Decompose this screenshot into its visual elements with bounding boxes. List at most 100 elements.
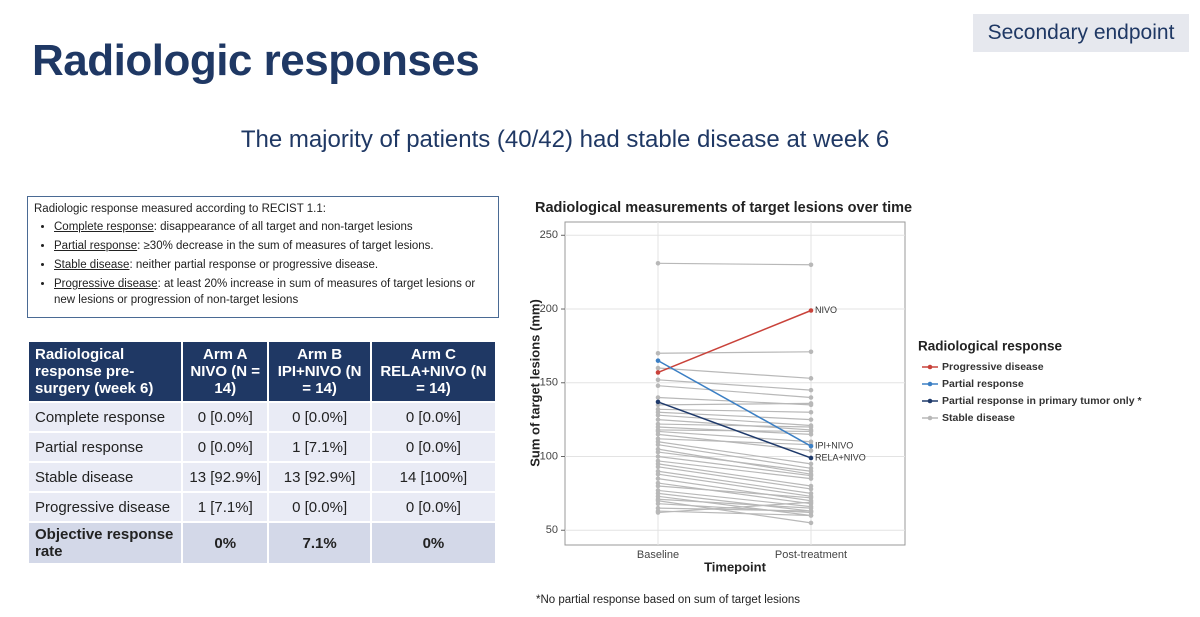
point bbox=[808, 476, 814, 481]
point bbox=[655, 480, 661, 486]
point bbox=[655, 442, 661, 448]
table-cell: 13 [92.9%] bbox=[181, 461, 270, 493]
response-line bbox=[657, 492, 812, 512]
y-tick-label: 200 bbox=[540, 303, 558, 315]
point bbox=[655, 494, 661, 499]
response-line bbox=[657, 473, 812, 497]
response-line bbox=[657, 444, 812, 469]
table-cell: 0 [0.0%] bbox=[181, 401, 270, 433]
response-line bbox=[657, 495, 812, 517]
point bbox=[655, 498, 661, 504]
point bbox=[655, 454, 661, 459]
response-line bbox=[657, 482, 812, 505]
point bbox=[808, 448, 814, 453]
response-line bbox=[657, 379, 812, 391]
point bbox=[655, 501, 661, 507]
table-row: Complete response 0 [0.0%] 0 [0.0%] 0 [0.0%… bbox=[26, 401, 498, 433]
point bbox=[655, 458, 661, 464]
point bbox=[655, 439, 661, 445]
line-label: RELA+NIVO bbox=[815, 452, 866, 462]
point bbox=[808, 402, 814, 408]
definition: Stable disease: neither partial response… bbox=[54, 257, 492, 273]
title: Radiologic responses bbox=[32, 36, 480, 85]
point bbox=[808, 432, 814, 437]
response-line bbox=[657, 396, 812, 406]
point bbox=[655, 260, 661, 266]
response-line bbox=[657, 448, 812, 475]
point bbox=[808, 471, 814, 477]
header-cell: Radiological response pre-surgery (week … bbox=[26, 340, 184, 403]
point bbox=[655, 407, 661, 412]
point bbox=[808, 498, 814, 504]
point bbox=[808, 429, 814, 434]
point bbox=[808, 466, 814, 471]
table-cell: 0 [0.0%] bbox=[369, 431, 498, 463]
definition: Complete response: disappearance of all … bbox=[54, 219, 492, 235]
response-line bbox=[657, 401, 812, 459]
point bbox=[808, 468, 814, 474]
header-cell: Arm C RELA+NIVO (N = 14) bbox=[369, 340, 498, 403]
point bbox=[808, 401, 814, 406]
point bbox=[655, 476, 661, 481]
table-cell: 0 [0.0%] bbox=[181, 431, 270, 463]
badge: Secondary endpoint bbox=[973, 14, 1189, 52]
response-line bbox=[657, 463, 812, 487]
definition-term: Stable disease bbox=[54, 259, 130, 271]
point bbox=[808, 504, 814, 509]
response-line bbox=[657, 359, 812, 447]
point bbox=[808, 424, 814, 430]
point bbox=[655, 461, 661, 467]
point bbox=[808, 308, 814, 313]
table-row: Progressive disease 1 [7.1%] 0 [0.0%] 0 [0.… bbox=[26, 491, 498, 523]
point bbox=[655, 417, 661, 422]
point bbox=[655, 402, 661, 408]
point bbox=[808, 461, 814, 467]
point bbox=[655, 383, 661, 389]
point bbox=[655, 496, 661, 502]
table-cell: 0 [0.0%] bbox=[267, 401, 372, 433]
definition-text: : neither partial response or progressiv… bbox=[129, 259, 379, 271]
point bbox=[655, 412, 661, 418]
response-line bbox=[657, 498, 812, 509]
point bbox=[655, 370, 661, 375]
point bbox=[808, 376, 814, 381]
point bbox=[655, 446, 661, 452]
response-line bbox=[657, 419, 812, 431]
legend-label: Partial response bbox=[942, 378, 1024, 390]
table-row: Partial response 0 [0.0%] 1 [7.1%] 0 [0.0%] bbox=[26, 431, 498, 463]
response-line bbox=[657, 402, 812, 406]
response-line bbox=[657, 500, 812, 524]
point bbox=[808, 423, 814, 428]
response-line bbox=[657, 430, 812, 443]
y-tick-label: 150 bbox=[540, 377, 558, 389]
response-line bbox=[657, 485, 812, 499]
point bbox=[655, 449, 661, 455]
point bbox=[808, 387, 814, 393]
definition-text: : at least 20% increase in sum of measur… bbox=[54, 278, 476, 306]
table-cell: 7.1% bbox=[267, 521, 372, 565]
header-row: Radiological response pre-surgery (week … bbox=[26, 340, 498, 403]
point bbox=[808, 439, 814, 445]
y-axis-label: Sum of target lesions (mm) bbox=[527, 299, 542, 467]
point bbox=[655, 432, 661, 437]
legend-dot bbox=[927, 381, 933, 387]
point bbox=[808, 510, 814, 515]
definition-text: : disappearance of all target and non-ta… bbox=[153, 221, 413, 233]
point bbox=[655, 409, 661, 415]
table-cell: 1 [7.1%] bbox=[267, 431, 372, 463]
response-line bbox=[657, 385, 812, 399]
legend-label: Progressive disease bbox=[942, 361, 1044, 373]
point bbox=[808, 442, 814, 448]
x-tick-label: Post-treatment bbox=[775, 549, 847, 561]
response-line bbox=[657, 451, 812, 472]
point bbox=[655, 505, 661, 511]
point bbox=[655, 365, 661, 371]
response-line bbox=[657, 503, 812, 514]
point bbox=[808, 520, 814, 526]
definition-term: Partial response bbox=[54, 240, 138, 252]
response-line bbox=[657, 367, 812, 379]
point bbox=[655, 471, 661, 477]
response-line bbox=[657, 478, 812, 502]
legend-label: Partial response in primary tumor only * bbox=[942, 395, 1142, 407]
definitions-list: Complete response: disappearance of all … bbox=[34, 219, 492, 308]
